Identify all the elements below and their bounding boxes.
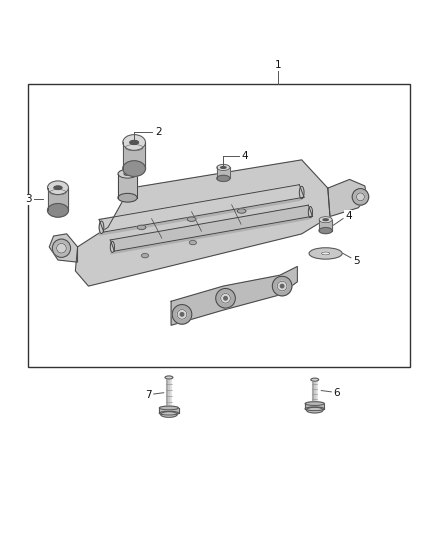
Ellipse shape <box>159 411 179 415</box>
Ellipse shape <box>123 135 145 150</box>
Ellipse shape <box>309 248 342 259</box>
Text: 4: 4 <box>242 151 248 161</box>
Bar <box>159 408 179 413</box>
Ellipse shape <box>187 217 196 221</box>
Ellipse shape <box>323 219 328 221</box>
Bar <box>118 174 137 198</box>
Ellipse shape <box>141 254 148 258</box>
Ellipse shape <box>177 310 187 319</box>
Ellipse shape <box>237 209 246 213</box>
Ellipse shape <box>305 407 324 410</box>
Ellipse shape <box>217 165 230 171</box>
Ellipse shape <box>118 193 137 202</box>
Ellipse shape <box>130 141 138 144</box>
Polygon shape <box>99 197 304 235</box>
Ellipse shape <box>321 252 330 255</box>
Bar <box>319 220 332 231</box>
Ellipse shape <box>124 172 131 175</box>
Ellipse shape <box>217 175 230 181</box>
Ellipse shape <box>165 376 173 379</box>
Ellipse shape <box>47 204 68 217</box>
Bar <box>217 167 230 179</box>
Polygon shape <box>171 266 297 325</box>
Text: 4: 4 <box>345 211 352 221</box>
Bar <box>123 142 145 168</box>
Ellipse shape <box>47 181 68 195</box>
Ellipse shape <box>224 296 227 300</box>
Polygon shape <box>110 205 312 251</box>
Ellipse shape <box>172 304 192 324</box>
Bar <box>28 84 410 367</box>
Ellipse shape <box>221 294 230 303</box>
Ellipse shape <box>52 239 71 257</box>
Ellipse shape <box>161 411 177 417</box>
Ellipse shape <box>137 225 146 230</box>
Text: 7: 7 <box>145 390 152 400</box>
Ellipse shape <box>280 284 284 288</box>
Ellipse shape <box>311 378 319 381</box>
Ellipse shape <box>99 221 104 233</box>
Ellipse shape <box>305 402 324 406</box>
Ellipse shape <box>308 206 312 217</box>
Ellipse shape <box>57 244 66 253</box>
Ellipse shape <box>357 193 364 201</box>
Text: 3: 3 <box>25 194 32 204</box>
Text: 5: 5 <box>353 256 360 266</box>
Bar <box>47 188 68 211</box>
Polygon shape <box>49 234 78 262</box>
Ellipse shape <box>277 281 287 291</box>
Ellipse shape <box>319 217 332 223</box>
Ellipse shape <box>118 169 137 178</box>
Ellipse shape <box>221 167 226 168</box>
Ellipse shape <box>159 406 179 410</box>
Ellipse shape <box>123 161 145 176</box>
Text: 1: 1 <box>275 60 281 70</box>
Polygon shape <box>328 180 367 216</box>
Text: 2: 2 <box>155 126 161 136</box>
Ellipse shape <box>216 288 235 308</box>
Ellipse shape <box>272 276 292 296</box>
Polygon shape <box>75 160 330 286</box>
Ellipse shape <box>189 240 196 245</box>
Polygon shape <box>110 216 312 254</box>
Ellipse shape <box>110 241 114 253</box>
Ellipse shape <box>319 228 332 233</box>
Polygon shape <box>99 184 304 232</box>
Polygon shape <box>110 205 312 243</box>
Bar <box>305 403 324 409</box>
Ellipse shape <box>180 313 184 316</box>
Ellipse shape <box>299 186 304 199</box>
Polygon shape <box>99 184 304 223</box>
Ellipse shape <box>352 189 369 205</box>
Ellipse shape <box>307 407 323 413</box>
Ellipse shape <box>54 186 62 189</box>
Text: 6: 6 <box>333 387 340 398</box>
